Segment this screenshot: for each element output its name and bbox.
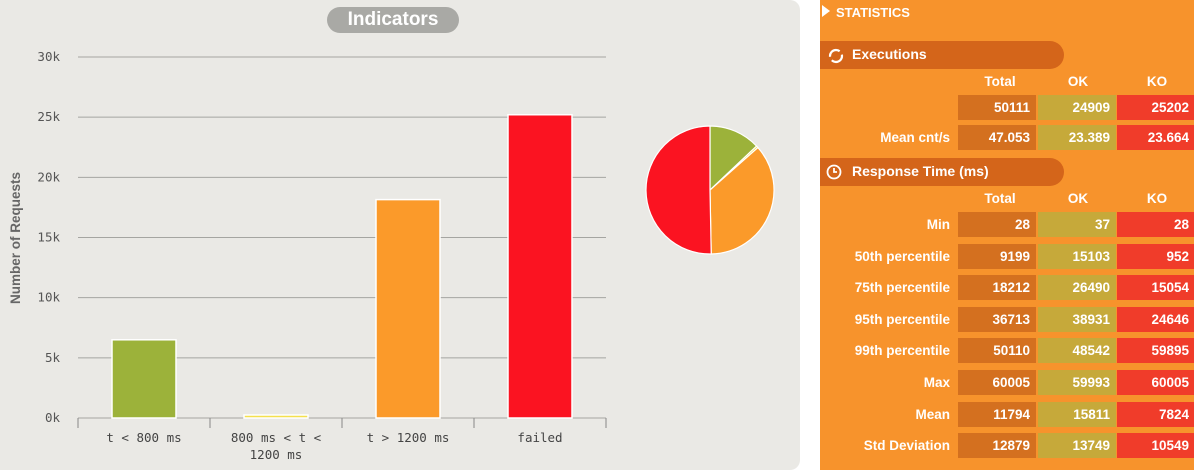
y-axis-label: Number of Requests	[8, 172, 23, 304]
stat-cell: 50110	[958, 338, 1036, 364]
row-label: Mean cnt/s	[880, 130, 950, 145]
stat-cell: 11794	[958, 401, 1036, 427]
stat-cell: 7824	[1117, 401, 1194, 427]
indicators-chart: 0k 5k 10k 15k 20k 25k 30k t < 800 ms 800 ms < t …	[8, 49, 775, 462]
pie-slice	[645, 125, 712, 255]
y-tick-label: 5k	[45, 350, 61, 365]
stat-cell: 13749	[1038, 433, 1116, 459]
executions-bar	[820, 41, 1064, 69]
y-tick-label: 20k	[37, 169, 60, 184]
stat-cell: 59993	[1038, 370, 1116, 395]
x-tick-label: t > 1200 ms	[367, 430, 450, 445]
row-label: 95th percentile	[854, 311, 950, 327]
indicators-panel: 0k 5k 10k 15k 20k 25k 30k t < 800 ms 800 ms < t …	[0, 0, 800, 470]
pie-slice	[709, 146, 775, 255]
stat-cell: 28	[1117, 212, 1194, 237]
stat-cell: 952	[1117, 243, 1194, 269]
stat-cell: 25202	[1117, 95, 1194, 120]
stat-cell: 18212	[958, 275, 1036, 301]
executions-title: Executions	[852, 46, 927, 62]
stat-cell: 60005	[1117, 370, 1194, 395]
stat-cell: 48542	[1038, 338, 1116, 364]
stat-cell: 37	[1038, 212, 1116, 237]
stat-cell: 59895	[1117, 338, 1194, 364]
statistics-header[interactable]: STATISTICS	[836, 5, 910, 20]
column-header: KO	[1146, 191, 1168, 206]
row-label: 75th percentile	[854, 280, 950, 296]
stat-cell: 60005	[958, 370, 1036, 395]
stat-cell: 38931	[1038, 306, 1116, 332]
row-label: 50th percentile	[854, 248, 950, 264]
column-header: KO	[1146, 74, 1168, 89]
bar	[507, 113, 573, 419]
row-label: Std Deviation	[863, 438, 950, 454]
x-tick-label: t < 800 ms	[106, 430, 181, 445]
stat-cell: 24909	[1038, 95, 1116, 120]
stat-cell: 10549	[1117, 433, 1194, 459]
bar	[111, 339, 177, 419]
stat-cell: 36713	[958, 306, 1036, 332]
response-time-title: Response Time (ms)	[852, 163, 989, 179]
stat-cell: 28	[958, 212, 1036, 237]
stat-cell: 9199	[958, 243, 1036, 269]
stat-cell: 15103	[1038, 243, 1116, 269]
column-header: OK	[1067, 191, 1089, 206]
statistics-panel: STATISTICS Executions Total OK KO 50111 2490…	[820, 0, 1194, 470]
bar	[243, 414, 309, 419]
bar	[375, 198, 441, 419]
stat-cell: 23.664	[1117, 125, 1194, 150]
stat-cell: 50111	[958, 95, 1036, 120]
x-tick-label: 1200 ms	[250, 447, 303, 462]
stat-cell: 15811	[1038, 401, 1116, 427]
column-header: OK	[1067, 74, 1089, 89]
stat-cell: 12879	[958, 433, 1036, 459]
y-tick-label: 0k	[45, 410, 61, 425]
stat-cell: 23.389	[1038, 125, 1116, 150]
response-time-bar	[820, 158, 1064, 186]
refresh-icon	[828, 48, 844, 64]
row-label: Max	[923, 375, 950, 390]
y-tick-label: 10k	[37, 290, 60, 305]
stat-cell: 47.053	[958, 125, 1036, 150]
row-label: Min	[926, 217, 950, 232]
row-label: Mean	[915, 406, 950, 422]
triangle-right-icon[interactable]	[822, 5, 830, 17]
x-tick-label: 800 ms < t <	[231, 430, 321, 445]
chart-title: Indicators	[327, 7, 459, 33]
clock-icon	[826, 164, 842, 180]
column-header: Total	[984, 74, 1016, 89]
stat-cell: 24646	[1117, 306, 1194, 332]
column-header: Total	[984, 191, 1016, 206]
y-tick-label: 15k	[37, 230, 60, 245]
y-tick-label: 30k	[37, 49, 60, 64]
y-tick-label: 25k	[37, 109, 60, 124]
stat-cell: 26490	[1038, 275, 1116, 301]
stat-cell: 15054	[1117, 275, 1194, 301]
x-tick-label: failed	[517, 430, 562, 445]
row-label: 99th percentile	[854, 343, 950, 359]
